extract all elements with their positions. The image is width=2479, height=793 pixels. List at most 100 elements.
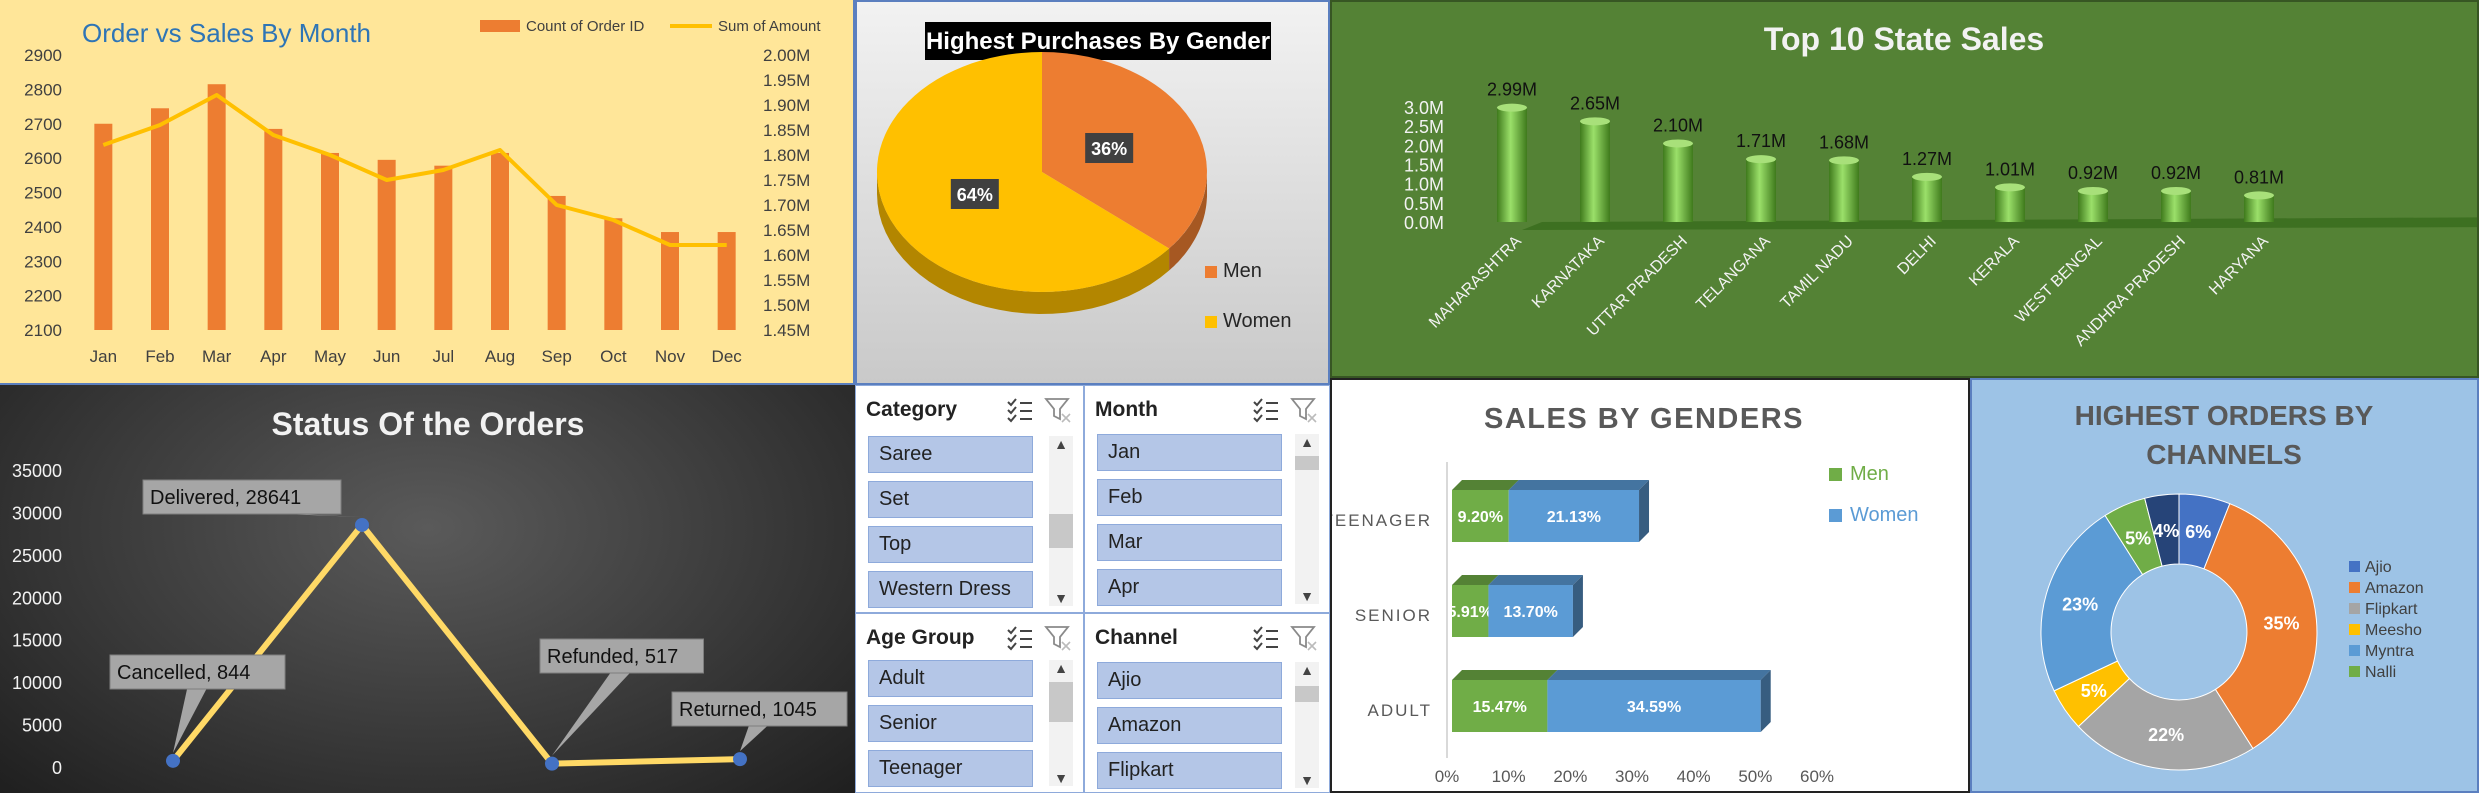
month-item-apr[interactable]: Apr bbox=[1097, 569, 1282, 606]
y-tick-label: 2700 bbox=[24, 115, 62, 134]
order-bar bbox=[547, 195, 566, 330]
scroll-up-arrow-icon[interactable]: ▲ bbox=[1054, 660, 1068, 676]
scroll-down-arrow-icon[interactable]: ▼ bbox=[1054, 590, 1068, 606]
scroll-thumb[interactable] bbox=[1049, 514, 1073, 548]
category-item-set[interactable]: Set bbox=[868, 481, 1033, 518]
data-label: 21.13% bbox=[1547, 509, 1601, 526]
legend-swatch bbox=[2349, 603, 2360, 614]
month-scrollbar[interactable]: ▲ ▼ bbox=[1295, 434, 1319, 604]
x-tick-label: KARNATAKA bbox=[1529, 233, 1608, 312]
y-tick-label: 2500 bbox=[24, 184, 62, 203]
y2-tick-label: 1.60M bbox=[763, 246, 810, 265]
y-tick-label: 20000 bbox=[12, 588, 62, 608]
category-item-western-dress[interactable]: Western Dress bbox=[868, 571, 1033, 608]
x-tick-label: DELHI bbox=[1894, 233, 1939, 278]
age-group-item-senior[interactable]: Senior bbox=[868, 705, 1033, 742]
month-item-jan[interactable]: Jan bbox=[1097, 434, 1282, 471]
order-status-chart: Status Of the Orders 35000 30000 25000 20000… bbox=[12, 406, 848, 778]
legend-label: Flipkart bbox=[2365, 601, 2418, 618]
state-bar bbox=[1912, 176, 1942, 222]
age-group-scrollbar[interactable]: ▲ ▼ bbox=[1049, 660, 1073, 786]
x-tick-label: 10% bbox=[1492, 767, 1526, 786]
data-label: 4% bbox=[2153, 521, 2179, 541]
scroll-up-arrow-icon[interactable]: ▲ bbox=[1054, 436, 1068, 452]
order-bar bbox=[604, 218, 623, 330]
chart-title: Top 10 State Sales bbox=[1764, 21, 2044, 57]
y-tick-label: 2.5M bbox=[1404, 117, 1444, 137]
multi-select-icon[interactable] bbox=[1005, 395, 1035, 425]
chart-title: Order vs Sales By Month bbox=[82, 18, 371, 48]
x-tick-label: 30% bbox=[1615, 767, 1649, 786]
data-label-background bbox=[950, 178, 999, 209]
chart-title: SALES BY GENDERS bbox=[1484, 403, 1804, 435]
x-tick-label: Apr bbox=[260, 347, 287, 366]
category-item-top[interactable]: Top bbox=[868, 526, 1033, 563]
legend-label: Men bbox=[1223, 260, 1262, 282]
y-tick-label: 15000 bbox=[12, 631, 62, 651]
x-tick-label: Jan bbox=[90, 347, 117, 366]
legend-swatch-orders bbox=[480, 20, 520, 32]
y-tick-label: 0 bbox=[52, 758, 62, 778]
legend-label: Myntra bbox=[2365, 643, 2414, 660]
age-group-slicer-title: Age Group bbox=[866, 626, 975, 649]
scroll-down-arrow-icon[interactable]: ▼ bbox=[1300, 588, 1314, 604]
scroll-down-arrow-icon[interactable]: ▼ bbox=[1054, 770, 1068, 786]
x-tick-label: TELANGANA bbox=[1693, 233, 1774, 314]
bar-top bbox=[1580, 117, 1610, 126]
legend-label: Women bbox=[1223, 310, 1292, 332]
legend-label-orders: Count of Order ID bbox=[526, 18, 645, 35]
scroll-thumb[interactable] bbox=[1049, 682, 1073, 722]
channel-item-amazon[interactable]: Amazon bbox=[1097, 707, 1282, 744]
age-group-slicer: Age Group Adult Senior Teenager ▲ ▼ bbox=[855, 613, 1084, 793]
data-label: 5.91% bbox=[1448, 604, 1493, 621]
order-bar bbox=[264, 128, 283, 330]
category-scrollbar[interactable]: ▲ ▼ bbox=[1049, 436, 1073, 606]
clear-filter-icon[interactable] bbox=[1289, 395, 1319, 425]
callout-box bbox=[142, 479, 342, 515]
scroll-thumb[interactable] bbox=[1295, 456, 1319, 470]
data-label: 0.81M bbox=[2234, 167, 2284, 187]
callout-box bbox=[539, 638, 704, 674]
category-slicer: Category Saree Set Top Western Dress ▲ ▼ bbox=[855, 385, 1084, 613]
multi-select-icon[interactable] bbox=[1005, 623, 1035, 653]
x-tick-label: 40% bbox=[1677, 767, 1711, 786]
scroll-up-arrow-icon[interactable]: ▲ bbox=[1300, 662, 1314, 678]
month-item-mar[interactable]: Mar bbox=[1097, 524, 1282, 561]
callout-pointer bbox=[552, 671, 632, 756]
gender-bar-segment bbox=[1488, 585, 1573, 637]
sales-by-genders-chart: SALES BY GENDERS 0% 10% 20% 30% 40% 50% 60% TEEN… bbox=[1332, 403, 1919, 786]
scroll-up-arrow-icon[interactable]: ▲ bbox=[1300, 434, 1314, 450]
legend-swatch bbox=[2349, 624, 2360, 635]
age-group-item-adult[interactable]: Adult bbox=[868, 660, 1033, 697]
channel-item-ajio[interactable]: Ajio bbox=[1097, 662, 1282, 699]
legend-label-amount: Sum of Amount bbox=[718, 18, 821, 35]
state-bar bbox=[2161, 190, 2191, 222]
legend-swatch bbox=[2349, 561, 2360, 572]
bar-top bbox=[2244, 191, 2274, 200]
x-tick-label: Oct bbox=[600, 347, 627, 366]
scroll-down-arrow-icon[interactable]: ▼ bbox=[1300, 772, 1314, 788]
channel-item-flipkart[interactable]: Flipkart bbox=[1097, 752, 1282, 789]
age-group-item-teenager[interactable]: Teenager bbox=[868, 750, 1033, 787]
multi-select-icon[interactable] bbox=[1251, 395, 1281, 425]
clear-filter-icon[interactable] bbox=[1043, 623, 1073, 653]
y-tick-label: 0.0M bbox=[1404, 213, 1444, 233]
month-item-feb[interactable]: Feb bbox=[1097, 479, 1282, 516]
legend-swatch bbox=[1829, 509, 1842, 522]
state-bar bbox=[1829, 160, 1859, 222]
data-label: 2.65M bbox=[1570, 93, 1620, 113]
data-label: 9.20% bbox=[1458, 509, 1503, 526]
legend-label: Meesho bbox=[2365, 622, 2422, 639]
bar-side-face bbox=[1639, 480, 1650, 542]
x-tick-label: Jun bbox=[373, 347, 400, 366]
clear-filter-icon[interactable] bbox=[1289, 623, 1319, 653]
scroll-thumb[interactable] bbox=[1295, 686, 1319, 702]
y-tick-label: 2200 bbox=[24, 287, 62, 306]
channel-scrollbar[interactable]: ▲ ▼ bbox=[1295, 662, 1319, 788]
multi-select-icon[interactable] bbox=[1251, 623, 1281, 653]
bar-top bbox=[1497, 103, 1527, 112]
title-background bbox=[925, 22, 1271, 60]
y2-tick-label: 1.95M bbox=[763, 71, 810, 90]
clear-filter-icon[interactable] bbox=[1043, 395, 1073, 425]
category-item-saree[interactable]: Saree bbox=[868, 436, 1033, 473]
